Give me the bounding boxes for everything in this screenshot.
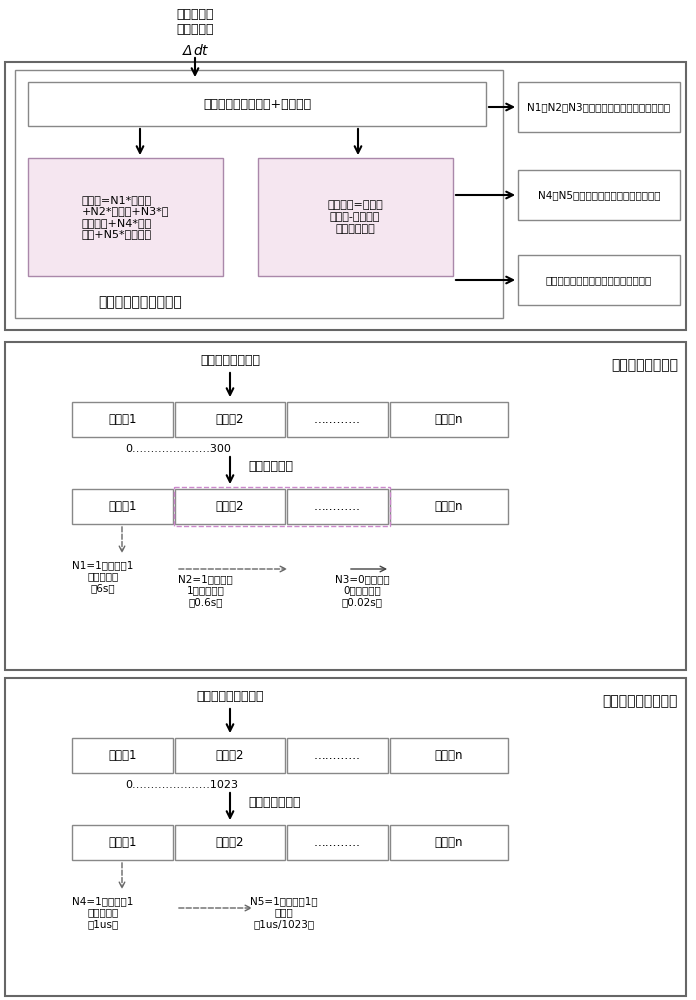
Text: 扩频码1: 扩频码1	[109, 749, 136, 762]
Text: 初始化时码相位位置: 初始化时码相位位置	[196, 690, 264, 703]
FancyBboxPatch shape	[72, 489, 173, 524]
FancyBboxPatch shape	[72, 738, 173, 773]
Text: N1=1，向前移1
个电文帧长
（6s）: N1=1，向前移1 个电文帧长 （6s）	[72, 560, 134, 593]
Text: 小数部分=星地同
步钟差-控制字表
示的钟差长度: 小数部分=星地同 步钟差-控制字表 示的钟差长度	[327, 200, 383, 234]
FancyBboxPatch shape	[287, 825, 388, 860]
Text: 码相位偏移处理过程: 码相位偏移处理过程	[603, 694, 678, 708]
Text: 进行电文偏移: 进行电文偏移	[248, 460, 293, 474]
Text: 间同步钟差: 间同步钟差	[176, 23, 214, 36]
FancyBboxPatch shape	[390, 825, 508, 860]
Text: 小数部分写入伪卫星电文时钟修正参数: 小数部分写入伪卫星电文时钟修正参数	[546, 275, 652, 285]
Text: N4=1，向前移1
个扩频码长
（1us）: N4=1，向前移1 个扩频码长 （1us）	[72, 896, 134, 929]
FancyBboxPatch shape	[518, 255, 680, 305]
Text: N2=1，向前移
1个电文字长
（0.6s）: N2=1，向前移 1个电文字长 （0.6s）	[178, 574, 232, 607]
Text: …………: …………	[314, 836, 361, 849]
Text: 控制字=N1*电文帧
+N2*电文字+N3*电
文数据位+N4*伪码
长度+N5*码片长度: 控制字=N1*电文帧 +N2*电文字+N3*电 文数据位+N4*伪码 长度+N5…	[81, 195, 168, 239]
Text: 扩频码2: 扩频码2	[216, 836, 244, 849]
FancyBboxPatch shape	[518, 82, 680, 132]
Text: 扩频码2: 扩频码2	[216, 749, 244, 762]
Text: N3=0，向前移
0个电文位长
（0.02s）: N3=0，向前移 0个电文位长 （0.02s）	[335, 574, 390, 607]
FancyBboxPatch shape	[28, 158, 223, 276]
FancyBboxPatch shape	[258, 158, 453, 276]
Text: …………: …………	[314, 749, 361, 762]
Text: d: d	[193, 44, 202, 58]
Text: 电文帧n: 电文帧n	[435, 413, 464, 426]
Text: 进行码相位偏移: 进行码相位偏移	[248, 796, 301, 810]
FancyBboxPatch shape	[72, 825, 173, 860]
Text: 电文帧1: 电文帧1	[109, 413, 136, 426]
FancyBboxPatch shape	[390, 489, 508, 524]
FancyBboxPatch shape	[287, 738, 388, 773]
Text: 初始化时电文位置: 初始化时电文位置	[200, 354, 260, 367]
FancyBboxPatch shape	[175, 738, 285, 773]
Text: 电文偏移处理过程: 电文偏移处理过程	[611, 358, 678, 372]
Text: 将钟差拆分为控制字+小数部分: 将钟差拆分为控制字+小数部分	[203, 98, 311, 110]
Text: 电文帧1: 电文帧1	[109, 500, 136, 513]
Text: t: t	[201, 44, 207, 58]
FancyBboxPatch shape	[5, 342, 686, 670]
Text: 0…………………1023: 0…………………1023	[125, 780, 238, 790]
FancyBboxPatch shape	[390, 738, 508, 773]
Text: 输入星地时: 输入星地时	[176, 8, 214, 21]
Text: …………: …………	[314, 413, 361, 426]
Text: 电文帧2: 电文帧2	[216, 413, 244, 426]
FancyBboxPatch shape	[28, 82, 486, 126]
FancyBboxPatch shape	[175, 825, 285, 860]
Text: 电文帧n: 电文帧n	[435, 500, 464, 513]
FancyBboxPatch shape	[287, 402, 388, 437]
FancyBboxPatch shape	[5, 62, 686, 330]
Text: 扩频码n: 扩频码n	[435, 749, 464, 762]
Text: Δ: Δ	[183, 44, 193, 58]
FancyBboxPatch shape	[287, 489, 388, 524]
FancyBboxPatch shape	[5, 678, 686, 996]
FancyBboxPatch shape	[15, 70, 503, 318]
FancyBboxPatch shape	[72, 402, 173, 437]
Text: N4和N5制字写入伪卫星进行码相位偏移: N4和N5制字写入伪卫星进行码相位偏移	[538, 190, 661, 200]
FancyBboxPatch shape	[175, 402, 285, 437]
Text: 0…………………300: 0…………………300	[125, 444, 231, 454]
Text: 时间偏差的精细化处理: 时间偏差的精细化处理	[98, 295, 182, 309]
Text: N1、N2和N3控制字写入伪卫星进行电文偏移: N1、N2和N3控制字写入伪卫星进行电文偏移	[528, 102, 670, 112]
Text: 扩频码n: 扩频码n	[435, 836, 464, 849]
Text: 扩频码1: 扩频码1	[109, 836, 136, 849]
FancyBboxPatch shape	[518, 170, 680, 220]
FancyBboxPatch shape	[175, 489, 285, 524]
FancyBboxPatch shape	[390, 402, 508, 437]
Text: N5=1，向前移1个
码片长
（1us/1023）: N5=1，向前移1个 码片长 （1us/1023）	[250, 896, 317, 929]
Text: …………: …………	[314, 500, 361, 513]
Text: 电文帧2: 电文帧2	[216, 500, 244, 513]
